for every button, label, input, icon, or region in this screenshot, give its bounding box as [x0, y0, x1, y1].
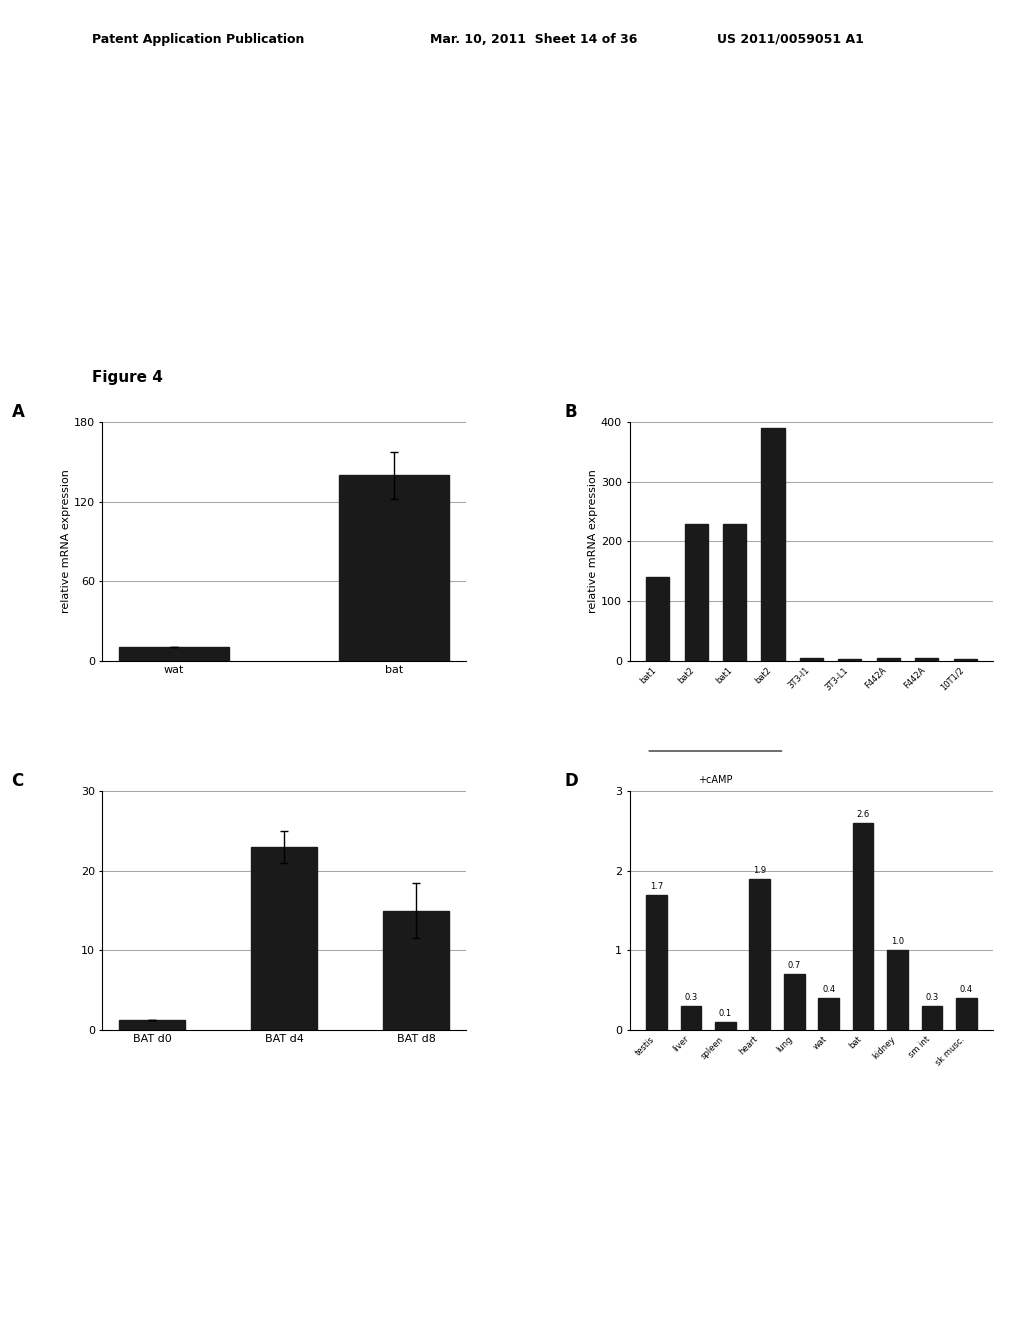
Bar [119, 1020, 185, 1030]
Text: B: B [564, 404, 577, 421]
Text: Figure 4: Figure 4 [92, 370, 163, 384]
Text: 1.7: 1.7 [650, 882, 664, 891]
Bar [251, 847, 317, 1030]
Text: +cAMP: +cAMP [698, 775, 732, 785]
Text: 0.3: 0.3 [926, 993, 939, 1002]
Text: Mar. 10, 2011  Sheet 14 of 36: Mar. 10, 2011 Sheet 14 of 36 [430, 33, 638, 46]
Bar [853, 824, 873, 1030]
Text: 0.7: 0.7 [787, 961, 801, 970]
Bar [723, 524, 746, 660]
Y-axis label: relative mRNA expression: relative mRNA expression [588, 470, 598, 614]
Bar [646, 895, 667, 1030]
Bar [339, 475, 450, 660]
Bar [922, 1006, 942, 1030]
Text: 0.4: 0.4 [822, 985, 836, 994]
Bar [646, 577, 670, 660]
Bar [784, 974, 805, 1030]
Text: 0.4: 0.4 [959, 985, 973, 994]
Bar [681, 1006, 701, 1030]
Bar [818, 998, 839, 1030]
Bar [915, 657, 938, 660]
Bar [715, 1022, 735, 1030]
Text: 0.3: 0.3 [684, 993, 697, 1002]
Bar [953, 659, 977, 660]
Bar [119, 647, 229, 660]
Text: 1.9: 1.9 [754, 866, 766, 875]
Bar [762, 429, 784, 660]
Bar [800, 657, 823, 660]
Bar [956, 998, 977, 1030]
Y-axis label: relative mRNA expression: relative mRNA expression [60, 470, 71, 614]
Bar [750, 879, 770, 1030]
Text: D: D [564, 772, 578, 791]
Bar [877, 657, 900, 660]
Text: 2.6: 2.6 [856, 810, 869, 820]
Bar [685, 524, 708, 660]
Text: A: A [11, 404, 25, 421]
Bar [383, 911, 450, 1030]
Text: US 2011/0059051 A1: US 2011/0059051 A1 [717, 33, 863, 46]
Text: C: C [11, 772, 24, 791]
Bar [887, 950, 908, 1030]
Text: Patent Application Publication: Patent Application Publication [92, 33, 304, 46]
Text: 0.1: 0.1 [719, 1008, 732, 1018]
Text: 1.0: 1.0 [891, 937, 904, 946]
